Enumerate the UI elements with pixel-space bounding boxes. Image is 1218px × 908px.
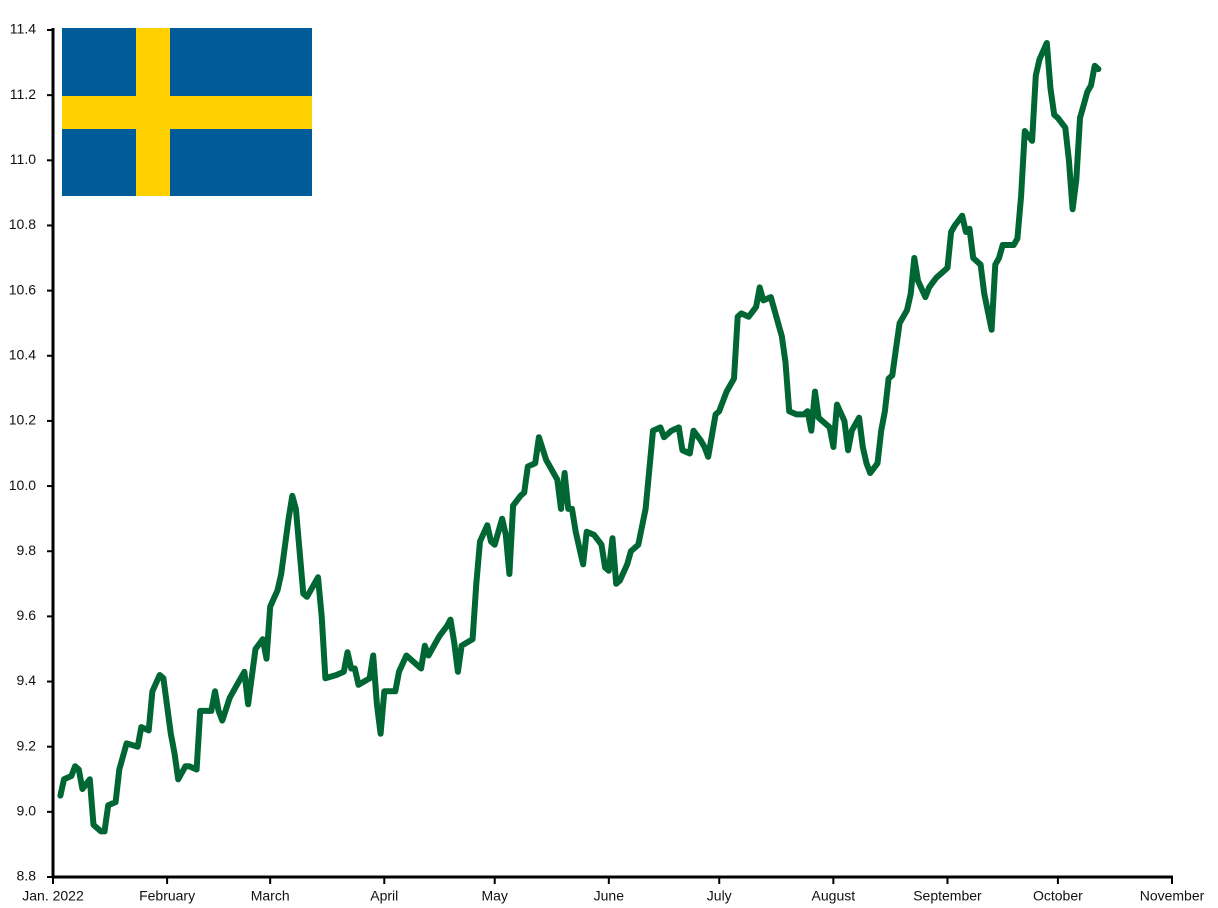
y-tick-label: 8.8: [17, 868, 37, 884]
x-tick-label: March: [251, 888, 290, 904]
y-tick-label: 10.6: [9, 281, 36, 297]
flag: [62, 28, 312, 196]
x-tick-label: November: [1140, 888, 1205, 904]
x-tick-label: Jan. 2022: [22, 888, 84, 904]
y-tick-label: 9.4: [17, 672, 37, 688]
y-tick-label: 9.2: [17, 737, 37, 753]
x-tick-label: June: [594, 888, 625, 904]
y-tick-label: 11.2: [10, 86, 36, 102]
x-tick-label: July: [707, 888, 732, 904]
y-tick-label: 10.0: [9, 477, 36, 493]
y-tick-label: 11.4: [10, 21, 36, 37]
y-tick-label: 10.4: [9, 346, 36, 362]
y-tick-label: 9.6: [17, 607, 37, 623]
x-tick-label: May: [481, 888, 507, 904]
y-tick-label: 10.2: [9, 412, 36, 428]
y-tick-label: 11.0: [10, 151, 36, 167]
y-tick-label: 9.8: [17, 542, 37, 558]
x-tick-label: April: [370, 888, 398, 904]
x-tick-label: August: [812, 888, 856, 904]
y-tick-label: 9.0: [17, 803, 37, 819]
y-tick-label: 10.8: [9, 216, 36, 232]
data-line: [57, 40, 1102, 835]
x-tick-label: October: [1033, 888, 1083, 904]
x-tick-label: September: [913, 888, 982, 904]
flag-cross: [62, 96, 312, 129]
x-tick-label: February: [139, 888, 195, 904]
